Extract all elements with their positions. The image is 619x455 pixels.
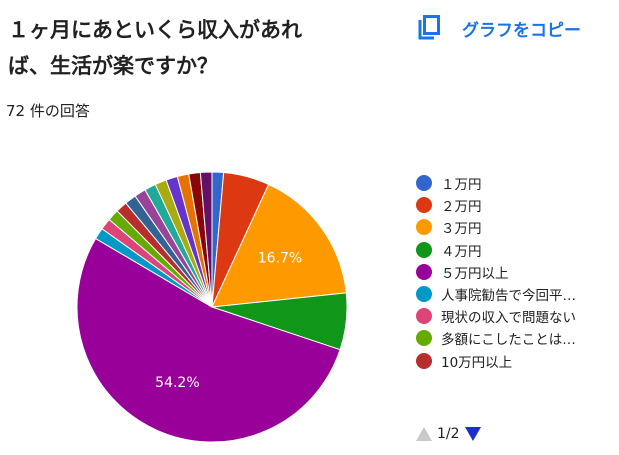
legend-swatch bbox=[416, 241, 432, 258]
legend-label: １万円 bbox=[441, 177, 482, 194]
question-title: １ヶ月にあといくら収入があれ ば、生活が楽ですか？ bbox=[8, 12, 378, 84]
legend-item[interactable]: １万円 bbox=[416, 172, 576, 194]
legend-item[interactable]: 現状の収入で問題ない bbox=[416, 305, 576, 327]
question-title-line-2: ば、生活が楽ですか？ bbox=[8, 54, 218, 78]
pie-slice-16[interactable] bbox=[199, 171, 213, 308]
pie-slice-label-2: 16.7% bbox=[258, 250, 302, 266]
legend-swatch bbox=[416, 263, 432, 280]
legend-label: ２万円 bbox=[441, 199, 482, 216]
legend-label: 人事院勧告で今回平… bbox=[441, 288, 576, 305]
legend-swatch bbox=[416, 352, 432, 369]
legend-label: 多額にこしたことは… bbox=[441, 332, 576, 349]
legend-swatch bbox=[416, 308, 432, 325]
copy-chart-label: グラフをコピー bbox=[462, 20, 581, 41]
legend-item[interactable]: 人事院勧告で今回平… bbox=[416, 283, 576, 305]
legend-swatch bbox=[416, 286, 432, 303]
legend-label: 現状の収入で問題ない bbox=[441, 310, 576, 327]
legend-swatch bbox=[416, 197, 432, 214]
pie-slice-2[interactable] bbox=[211, 183, 347, 308]
pie-slice-label-4: 54.2% bbox=[155, 375, 199, 391]
question-title-line-1: １ヶ月にあといくら収入があれ bbox=[8, 18, 302, 42]
legend-label: 10万円以上 bbox=[441, 354, 513, 371]
response-count: 72 件の回答 bbox=[6, 102, 90, 120]
legend-next-page-icon[interactable] bbox=[464, 427, 481, 441]
copy-chart-button[interactable]: グラフをコピー bbox=[416, 14, 581, 42]
legend-label: ５万円以上 bbox=[441, 265, 509, 282]
legend-item[interactable]: ３万円 bbox=[416, 216, 576, 238]
legend-item[interactable]: 10万円以上 bbox=[416, 350, 576, 372]
pie-slice-4[interactable] bbox=[76, 237, 341, 443]
legend-item[interactable]: ５万円以上 bbox=[416, 261, 576, 283]
legend-swatch bbox=[416, 330, 432, 347]
chart-legend: １万円 ２万円 ３万円 ４万円 ５万円以上人事院勧告で今回平… 現状の収入で問題ない 多額に… bbox=[416, 172, 576, 372]
legend-swatch bbox=[416, 175, 432, 192]
legend-label: ３万円 bbox=[441, 221, 482, 238]
legend-pager: 1/2 bbox=[416, 426, 481, 442]
legend-item[interactable]: ２万円 bbox=[416, 194, 576, 216]
legend-page-indicator: 1/2 bbox=[437, 426, 460, 442]
legend-item[interactable]: ４万円 bbox=[416, 239, 576, 261]
legend-swatch bbox=[416, 219, 432, 236]
legend-item[interactable]: 多額にこしたことは… bbox=[416, 327, 576, 349]
copy-icon bbox=[416, 14, 442, 42]
legend-prev-page-icon[interactable] bbox=[416, 427, 432, 441]
legend-label: ４万円 bbox=[441, 243, 482, 260]
